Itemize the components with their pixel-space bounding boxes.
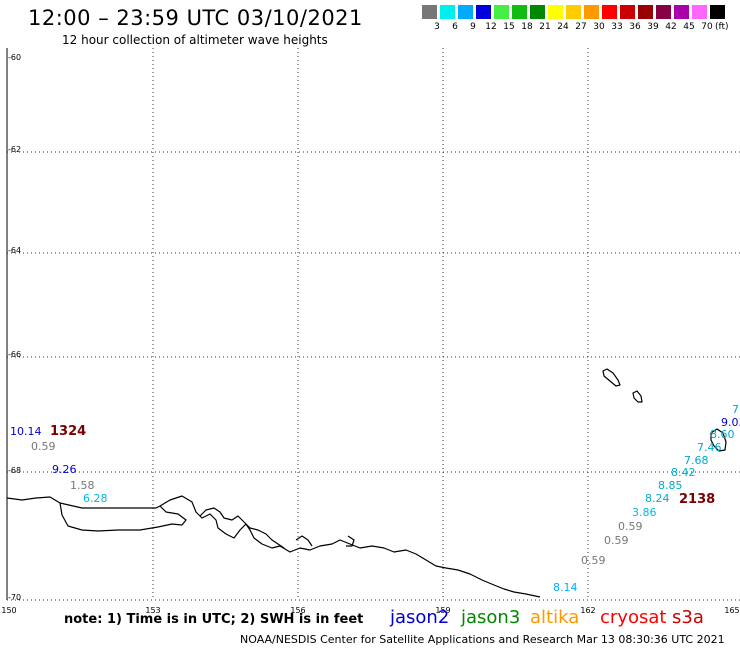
legend-label: 45 (683, 22, 695, 32)
legend-swatch (656, 5, 671, 19)
wave-height-obs: 6.28 (83, 492, 108, 505)
wave-height-obs: 9.26 (52, 463, 77, 476)
footer-note: note: 1) Time is in UTC; 2) SWH is in fe… (64, 612, 364, 627)
lon-label: 159 (435, 606, 451, 615)
coast-inlet-bay (199, 507, 285, 549)
island-2 (632, 390, 643, 403)
legend-swatch (494, 5, 509, 19)
coast-inlet-west (59, 502, 161, 509)
wave-height-obs: 7.46 (697, 441, 722, 454)
legend-label: 6 (452, 22, 458, 32)
legend-swatch (620, 5, 635, 19)
satellite-name: altika (530, 607, 580, 628)
wave-height-obs: 3.86 (632, 506, 657, 519)
legend-label: 3 (434, 22, 440, 32)
island-1 (602, 368, 621, 387)
coast-inlet-east-2 (346, 535, 355, 547)
legend-swatch (440, 5, 455, 19)
wave-height-obs: 1.58 (70, 479, 95, 492)
lon-label: 162 (580, 606, 596, 615)
wave-height-obs: 8.24 (645, 492, 670, 505)
satellite-name: jason2 (390, 607, 450, 628)
lat-label: -62 (8, 145, 22, 154)
lon-label: 150 (1, 606, 17, 615)
wave-height-obs: 0.59 (31, 440, 56, 453)
lat-label: -68 (8, 466, 22, 475)
credit-line: NOAA/NESDIS Center for Satellite Applica… (240, 633, 725, 646)
legend-swatch (422, 5, 437, 19)
page-title: 12:00 – 23:59 UTC 03/10/2021 (28, 6, 363, 30)
wave-height-obs: 0.59 (604, 534, 629, 547)
legend-swatch (548, 5, 563, 19)
legend-swatch (530, 5, 545, 19)
satellite-name: jason3 (461, 607, 521, 628)
legend-swatch (692, 5, 707, 19)
lon-label: 165 (724, 606, 740, 615)
legend-label: 9 (470, 22, 476, 32)
wave-height-obs: 8.85 (658, 479, 683, 492)
legend-swatch (710, 5, 725, 19)
legend-label: 21 (539, 22, 551, 32)
legend-label: 12 (485, 22, 497, 32)
lon-label: 153 (145, 606, 161, 615)
satellite-name: cryosat (600, 607, 667, 628)
legend-swatch (458, 5, 473, 19)
lon-label: 156 (290, 606, 306, 615)
graticule (7, 48, 740, 601)
page-subtitle: 12 hour collection of altimeter wave hei… (62, 33, 328, 47)
antarctic-coast (6, 495, 541, 598)
legend-label: 27 (575, 22, 587, 32)
legend-label: 18 (521, 22, 533, 32)
legend-swatch (638, 5, 653, 19)
coastline (6, 368, 727, 598)
wave-height-obs: 10.14 (10, 425, 42, 438)
pass-time-label: 1324 (50, 424, 87, 439)
wave-height-obs: 0.59 (618, 520, 643, 533)
legend-label: 36 (629, 22, 641, 32)
wave-height-obs: 7.68 (684, 454, 709, 467)
legend-unit: (ft) (715, 22, 729, 32)
wave-height-obs: 8.42 (671, 466, 696, 479)
satellite-name: s3a (672, 607, 704, 628)
pass-time-label: 2138 (679, 492, 716, 507)
lat-label: -66 (8, 350, 22, 359)
legend-label: 42 (665, 22, 677, 32)
wave-height-obs: 8.60 (710, 428, 735, 441)
legend-label: 70 (701, 22, 713, 32)
legend-swatch (512, 5, 527, 19)
legend-label: 24 (557, 22, 569, 32)
legend-swatch (476, 5, 491, 19)
legend-label: 15 (503, 22, 515, 32)
wave-height-obs: 0.59 (581, 554, 606, 567)
wave-height-obs: 8.14 (553, 581, 578, 594)
legend-label: 30 (593, 22, 605, 32)
legend-swatch (584, 5, 599, 19)
lat-label: -64 (8, 246, 22, 255)
lat-label: -70 (8, 593, 22, 602)
coast-inlet-east (295, 535, 313, 547)
legend-swatch (602, 5, 617, 19)
wave-height-obs: 7 (732, 403, 739, 416)
legend-label: 39 (647, 22, 659, 32)
lat-label: -60 (8, 53, 22, 62)
legend-label: 33 (611, 22, 623, 32)
legend-swatch (674, 5, 689, 19)
wave-height-obs: 9.03 (721, 416, 740, 429)
legend-swatch (566, 5, 581, 19)
island-3 (710, 428, 727, 452)
